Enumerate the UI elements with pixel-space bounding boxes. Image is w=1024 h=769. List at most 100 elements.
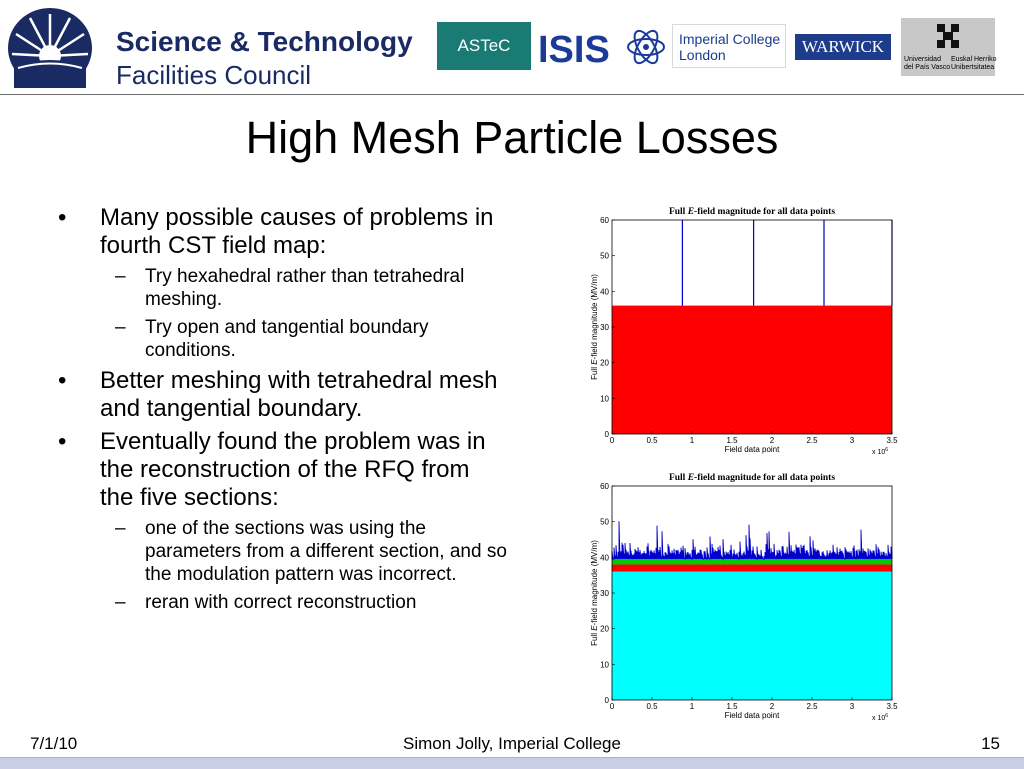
x-tick-label: 1.5 bbox=[726, 436, 738, 445]
upv-right-line1: Euskal Herriko bbox=[951, 56, 997, 63]
x-axis-label: Field data point bbox=[725, 711, 780, 720]
x-multiplier: x 106 bbox=[872, 713, 888, 720]
bullet-item: • Many possible causes of problems in fou… bbox=[58, 204, 494, 259]
x-multiplier-base: x 10 bbox=[872, 449, 885, 456]
chart-top: Full E-field magnitude for all data poin… bbox=[588, 202, 904, 458]
imperial-logo-line1: Imperial College bbox=[679, 31, 781, 47]
chart-bottom: Full E-field magnitude for all data poin… bbox=[588, 468, 904, 720]
chart-title-prefix: Full bbox=[669, 207, 688, 217]
sub-bullet-text: Try open and tangential boundary conditi… bbox=[145, 317, 429, 361]
chart-title-italic: E bbox=[687, 207, 694, 217]
y-tick-label: 60 bbox=[600, 482, 609, 491]
y-axis-label: Full E-field magnitude (MV/m) bbox=[590, 274, 599, 380]
sub-bullet-item: – one of the sections was using the param… bbox=[115, 518, 507, 585]
x-tick-label: 0 bbox=[610, 436, 615, 445]
logo-header: Science & Technology Facilities Council … bbox=[0, 0, 1024, 95]
isis-logo-text: ISIS bbox=[538, 29, 610, 70]
chart-title-prefix: Full bbox=[669, 473, 688, 483]
upv-logo: Universidad del País Vasco Euskal Herriko… bbox=[901, 18, 997, 76]
upv-right-line2: Unibertsitatea bbox=[951, 64, 995, 71]
sub-bullet-text: one of the sections was using the parame… bbox=[145, 518, 507, 585]
y-tick-label: 50 bbox=[600, 252, 609, 261]
chart-bottom-svg: Full E-field magnitude for all data poin… bbox=[590, 473, 898, 720]
bullet-text: Many possible causes of problems in four… bbox=[100, 204, 494, 259]
footer-bar bbox=[0, 757, 1024, 769]
chart-top-svg: Full E-field magnitude for all data poin… bbox=[590, 207, 898, 456]
x-multiplier-exp: 6 bbox=[885, 713, 888, 719]
sub-bullet-text: Try hexahedral rather than tetrahedral m… bbox=[145, 266, 465, 310]
x-tick-label: 2.5 bbox=[806, 702, 818, 711]
y-axis-label-italic: E bbox=[590, 625, 599, 631]
bullet-item: • Better meshing with tetrahedral mesh an… bbox=[58, 367, 498, 422]
sub-bullet-item: – Try open and tangential boundary condit… bbox=[115, 317, 429, 361]
astec-logo-text: ASTeC bbox=[457, 36, 511, 55]
x-tick-label: 3 bbox=[850, 436, 855, 445]
y-axis-label: Full E-field magnitude (MV/m) bbox=[590, 540, 599, 646]
upv-emblem-icon bbox=[937, 24, 959, 48]
warwick-logo-text: WARWICK bbox=[801, 37, 885, 56]
y-tick-label: 0 bbox=[605, 430, 610, 439]
warwick-logo: WARWICK bbox=[795, 34, 891, 60]
imperial-logo-line2: London bbox=[679, 47, 726, 63]
stfc-emblem-icon bbox=[8, 8, 92, 88]
bullet-item: • Eventually found the problem was in the… bbox=[58, 428, 486, 511]
y-tick-label: 60 bbox=[600, 216, 609, 225]
layer-band bbox=[612, 559, 892, 565]
chart-title-italic: E bbox=[687, 473, 694, 483]
x-multiplier-base: x 10 bbox=[872, 715, 885, 720]
x-multiplier: x 106 bbox=[872, 447, 888, 456]
y-tick-label: 0 bbox=[605, 696, 610, 705]
sub-bullet-item: – Try hexahedral rather than tetrahedral … bbox=[115, 266, 465, 310]
x-tick-label: 2 bbox=[770, 436, 775, 445]
sub-bullet-item: – reran with correct reconstruction bbox=[115, 592, 417, 613]
footer-author: Simon Jolly, Imperial College bbox=[403, 734, 621, 753]
x-tick-label: 2.5 bbox=[806, 436, 818, 445]
bullet-text: Eventually found the problem was in the … bbox=[100, 428, 486, 511]
upv-left-line2: del País Vasco bbox=[904, 64, 951, 71]
x-tick-label: 2 bbox=[770, 702, 775, 711]
x-tick-label: 0.5 bbox=[646, 702, 658, 711]
y-axis-label-italic: E bbox=[590, 359, 599, 365]
sub-bullet-text: reran with correct reconstruction bbox=[145, 592, 417, 613]
x-tick-label: 1 bbox=[690, 436, 695, 445]
footer-page-number: 15 bbox=[981, 734, 1000, 753]
y-tick-label: 20 bbox=[600, 625, 609, 634]
y-axis-label-prefix: Full bbox=[590, 631, 599, 646]
y-tick-label: 30 bbox=[600, 589, 609, 598]
imperial-logo: Imperial College London bbox=[672, 24, 786, 68]
chart-title: Full E-field magnitude for all data poin… bbox=[669, 207, 835, 217]
x-tick-label: 1 bbox=[690, 702, 695, 711]
upv-left-line1: Universidad bbox=[904, 56, 941, 63]
stfc-logo-line1: Science & Technology bbox=[116, 26, 413, 57]
chart-title-suffix: -field magnitude for all data points bbox=[694, 207, 835, 217]
fill-area bbox=[612, 305, 892, 434]
footer-date: 7/1/10 bbox=[30, 734, 78, 753]
x-tick-label: 0 bbox=[610, 702, 615, 711]
y-axis-label-suffix: -field magnitude (MV/m) bbox=[590, 274, 599, 360]
y-tick-label: 10 bbox=[600, 394, 609, 403]
astec-logo: ASTeC bbox=[437, 22, 531, 70]
noise-band bbox=[611, 521, 893, 561]
layer-band bbox=[612, 571, 892, 700]
x-tick-label: 1.5 bbox=[726, 702, 738, 711]
y-axis-label-suffix: -field magnitude (MV/m) bbox=[590, 540, 599, 626]
layer-band bbox=[612, 564, 892, 572]
chart-title: Full E-field magnitude for all data poin… bbox=[669, 473, 835, 483]
stfc-logo-line2: Facilities Council bbox=[116, 60, 312, 90]
isis-logo: ISIS bbox=[538, 29, 665, 70]
slide-title: High Mesh Particle Losses bbox=[245, 112, 779, 163]
y-tick-label: 20 bbox=[600, 359, 609, 368]
y-tick-label: 50 bbox=[600, 518, 609, 527]
bullet-text: Better meshing with tetrahedral mesh and… bbox=[100, 367, 498, 422]
x-tick-label: 3.5 bbox=[886, 436, 898, 445]
y-axis-label-prefix: Full bbox=[590, 365, 599, 380]
x-tick-label: 3.5 bbox=[886, 702, 898, 711]
x-axis-label: Field data point bbox=[725, 445, 780, 454]
x-tick-label: 3 bbox=[850, 702, 855, 711]
bullet-list: • Many possible causes of problems in fou… bbox=[58, 204, 508, 619]
y-tick-label: 40 bbox=[600, 553, 609, 562]
y-tick-label: 30 bbox=[600, 323, 609, 332]
chart-title-suffix: -field magnitude for all data points bbox=[694, 473, 835, 483]
y-tick-label: 10 bbox=[600, 660, 609, 669]
isis-atom-icon bbox=[627, 29, 665, 65]
